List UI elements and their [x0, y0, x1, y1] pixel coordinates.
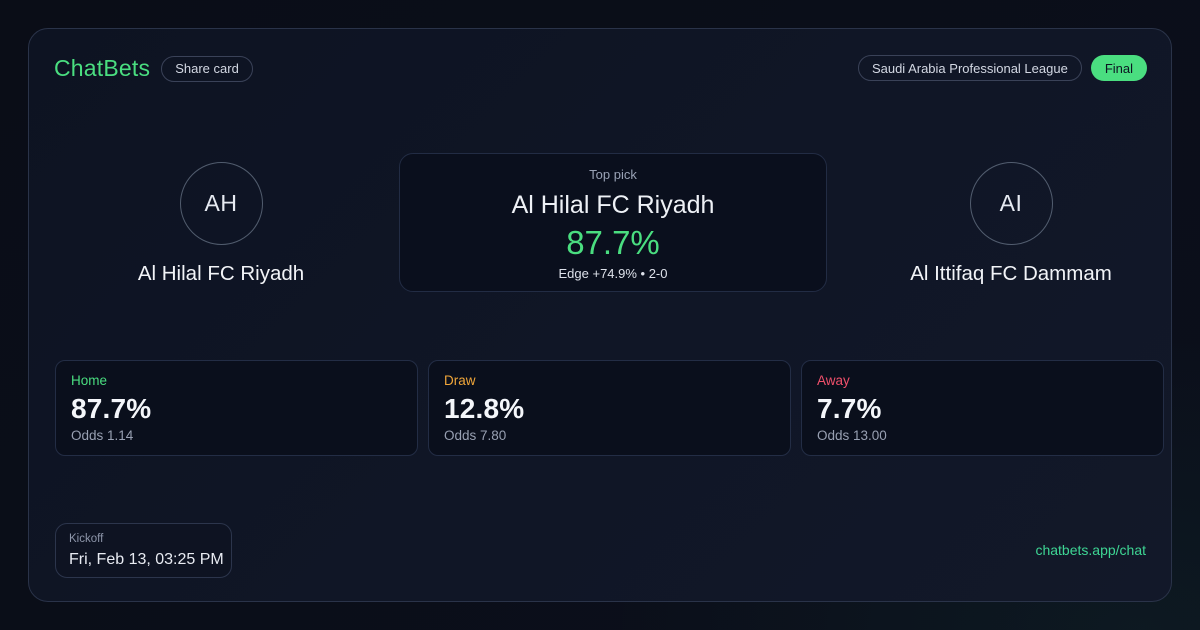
home-team: AH Al Hilal FC Riyadh	[61, 162, 381, 287]
outcome-odds: Odds 7.80	[444, 428, 507, 443]
outcome-label: Home	[71, 373, 108, 388]
kickoff-label: Kickoff	[69, 533, 104, 545]
kickoff-time: Fri, Feb 13, 03:25 PM	[69, 551, 224, 568]
outcome-probability: 7.7%	[817, 393, 882, 424]
home-team-name: Al Hilal FC Riyadh	[137, 262, 305, 285]
top-pick-label: Top pick	[589, 167, 637, 182]
odds-row: Home 87.7% Odds 1.14 Draw 12.8% Odds 7.8…	[55, 360, 1164, 456]
outcome-label: Away	[817, 373, 850, 388]
kickoff-card: Kickoff Fri, Feb 13, 03:25 PM	[55, 523, 232, 578]
bet-share-card: ChatBets Share card Saudi Arabia Profess…	[28, 28, 1172, 602]
league-badge: Saudi Arabia Professional League	[857, 55, 1082, 81]
chat-link[interactable]: chatbets.app/chat	[1035, 542, 1146, 558]
header-left: ChatBets Share card	[54, 55, 253, 82]
brand-logo: ChatBets	[54, 55, 151, 81]
final-status-badge: Final	[1090, 55, 1147, 81]
outcome-odds: Odds 13.00	[817, 428, 887, 443]
outcome-odds: Odds 1.14	[71, 428, 134, 443]
odds-card-away: Away 7.7% Odds 13.00	[801, 360, 1164, 456]
outcome-probability: 12.8%	[444, 393, 525, 424]
top-pick-panel: Top pick Al Hilal FC Riyadh 87.7% Edge +…	[399, 153, 827, 292]
home-team-initials: AH	[204, 190, 238, 216]
odds-card-draw: Draw 12.8% Odds 7.80	[428, 360, 791, 456]
share-card-button[interactable]: Share card	[161, 55, 253, 82]
outcome-probability: 87.7%	[71, 393, 152, 424]
away-team-initials: AI	[999, 190, 1023, 216]
odds-card-home: Home 87.7% Odds 1.14	[55, 360, 418, 456]
top-pick-probability: 87.7%	[566, 224, 660, 261]
top-pick-team: Al Hilal FC Riyadh	[511, 191, 715, 219]
away-team-name: Al Ittifaq FC Dammam	[910, 262, 1112, 285]
home-team-avatar: AH	[179, 162, 263, 245]
outcome-label: Draw	[444, 373, 476, 388]
away-team: AI Al Ittifaq FC Dammam	[851, 162, 1171, 287]
away-team-avatar: AI	[969, 162, 1053, 245]
top-pick-edge: Edge +74.9% • 2-0	[558, 266, 668, 281]
header-right: Saudi Arabia Professional League Final	[857, 55, 1147, 81]
